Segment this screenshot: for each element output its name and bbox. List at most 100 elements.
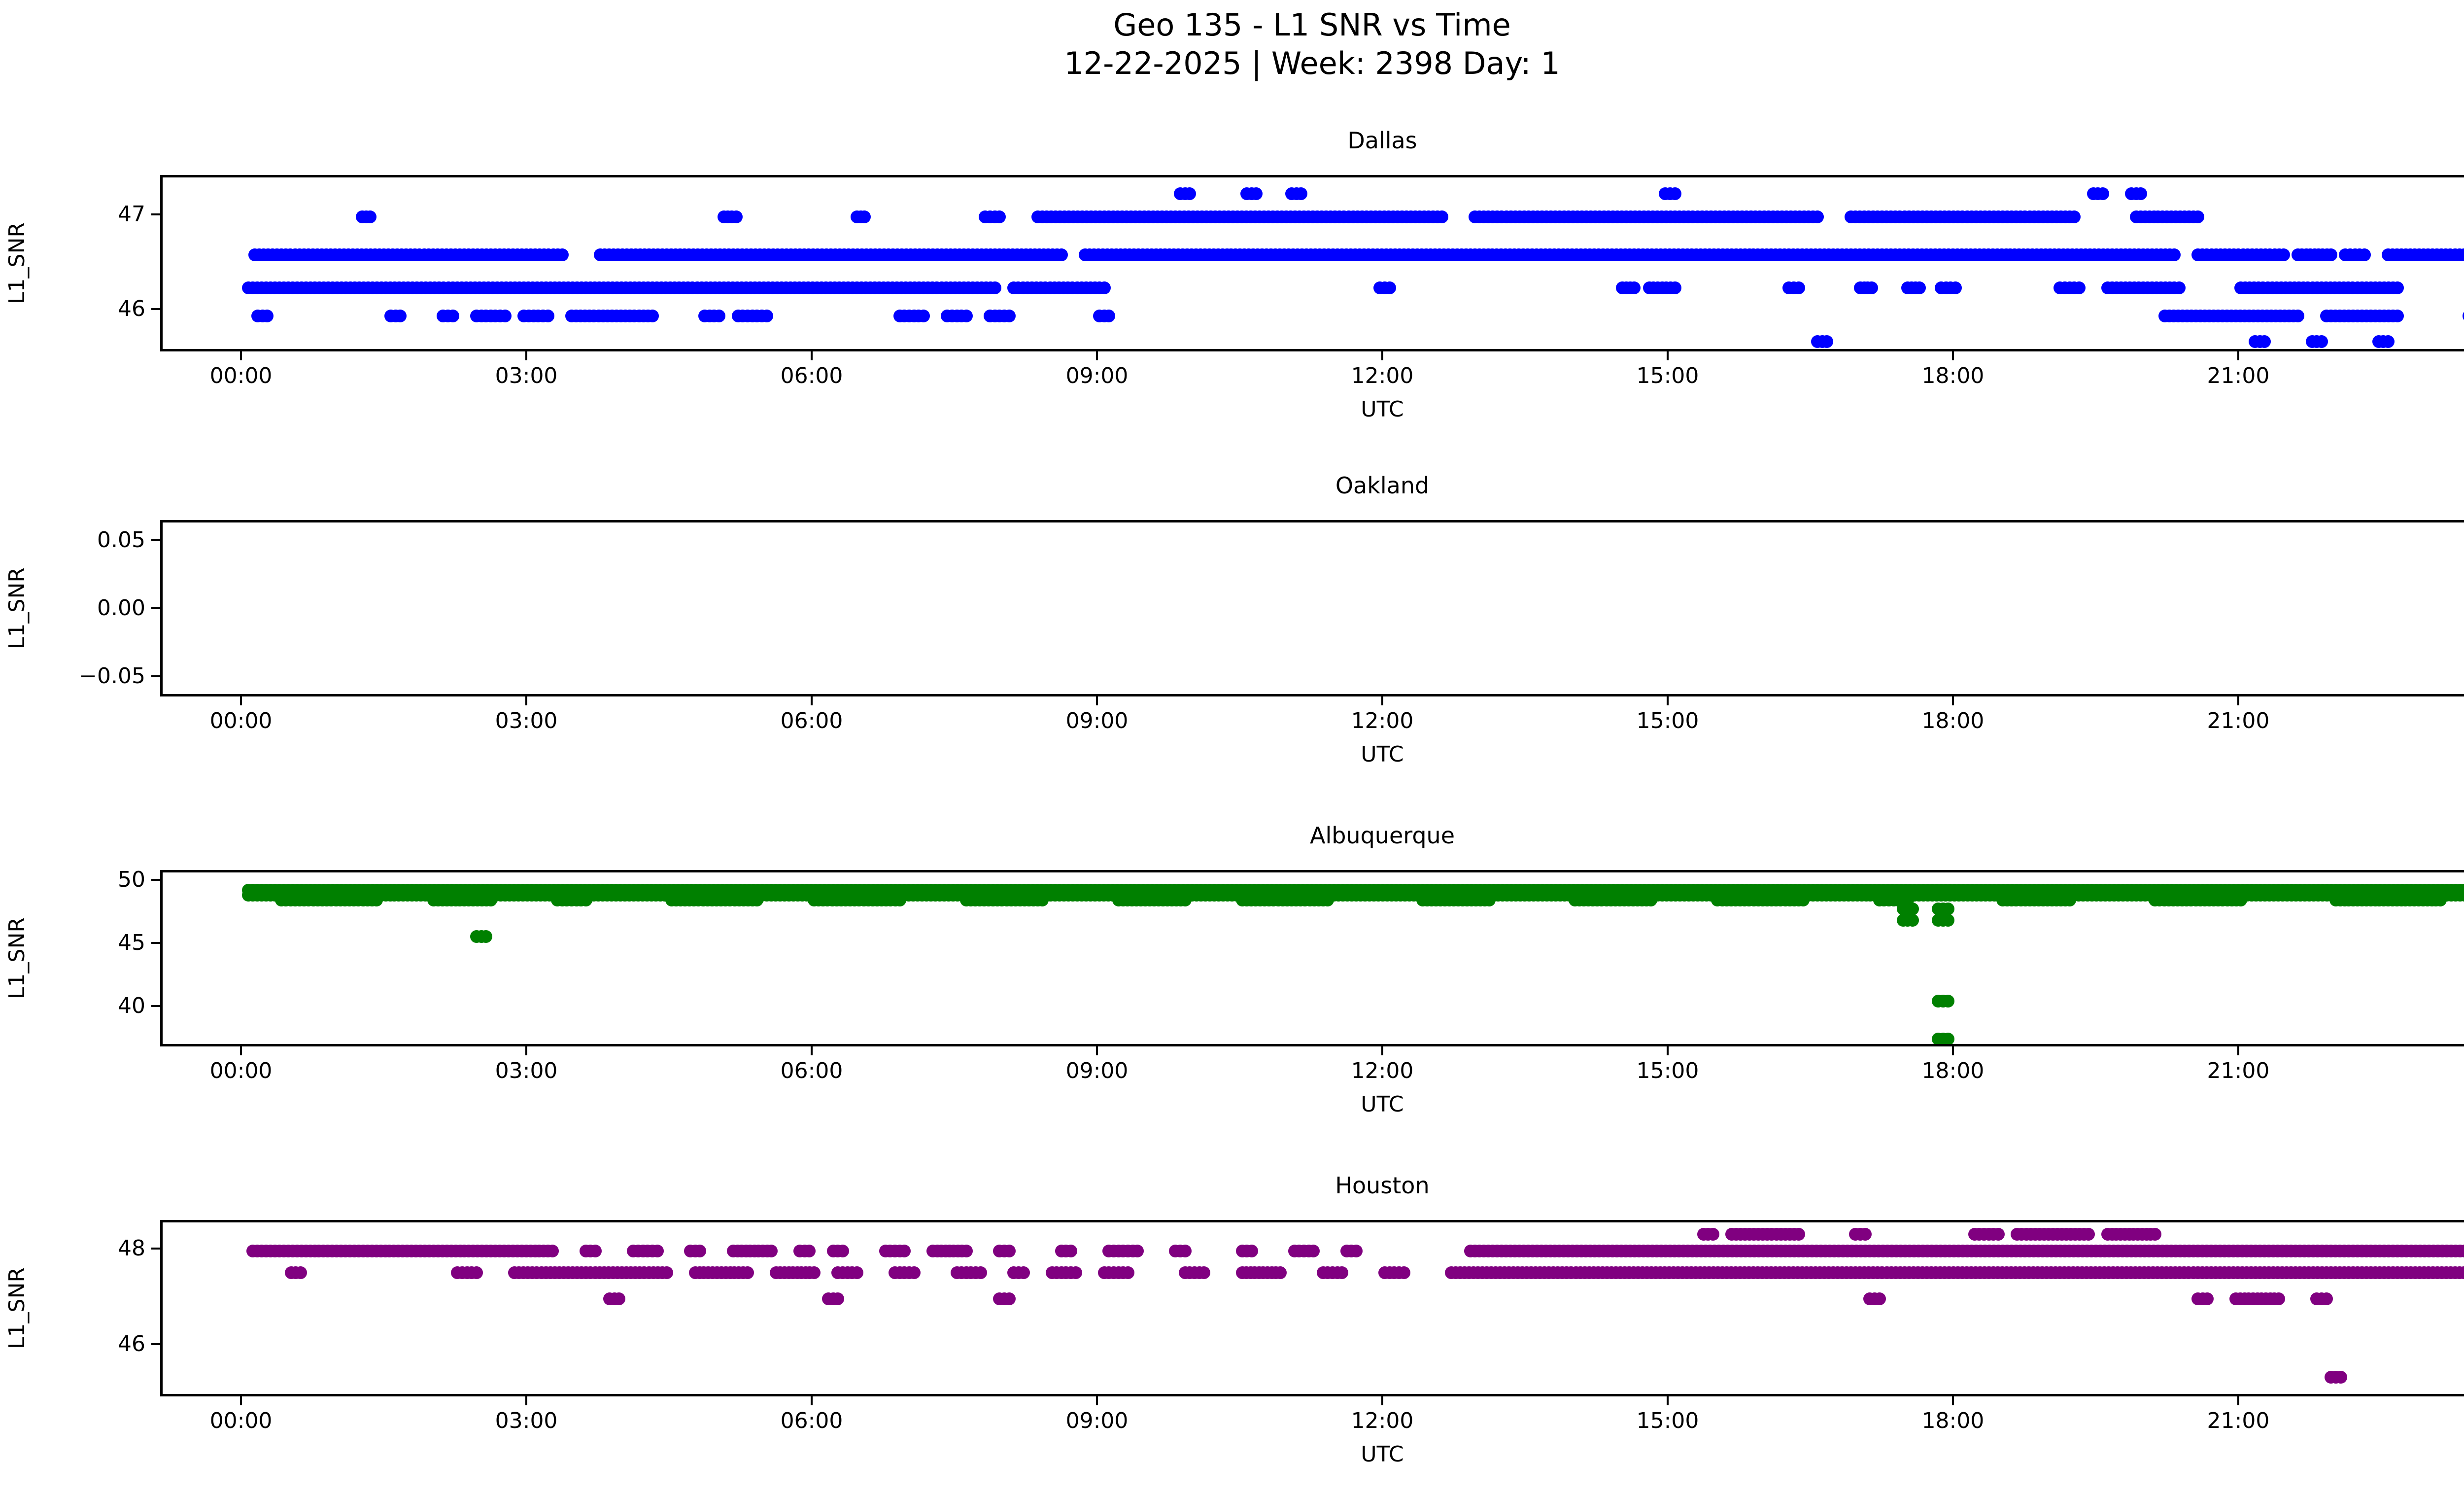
data-point bbox=[2358, 248, 2371, 261]
plot-area-houston[interactable] bbox=[160, 1220, 2464, 1396]
data-point bbox=[2134, 187, 2148, 200]
x-tick-label-houston: 00:00 bbox=[209, 1408, 273, 1433]
subplot-title-oakland: Oakland bbox=[1335, 472, 1430, 499]
data-point bbox=[1383, 281, 1396, 294]
data-point bbox=[2272, 1292, 2286, 1305]
data-point bbox=[831, 1292, 845, 1305]
x-tick-label-dallas: 00:00 bbox=[2460, 364, 2464, 388]
plot-area-dallas[interactable] bbox=[160, 175, 2464, 351]
data-point bbox=[2391, 281, 2404, 294]
x-tick-mark bbox=[811, 1046, 813, 1055]
data-point bbox=[741, 1266, 754, 1279]
x-tick-mark bbox=[1381, 696, 1383, 705]
y-tick-label-oakland: −0.05 bbox=[79, 663, 145, 689]
x-tick-mark bbox=[240, 1046, 242, 1055]
data-point bbox=[1102, 310, 1116, 323]
data-points-houston bbox=[163, 1222, 2464, 1394]
data-point bbox=[446, 310, 459, 323]
data-point bbox=[579, 894, 592, 907]
x-tick-mark bbox=[1096, 351, 1098, 360]
data-point bbox=[1131, 1245, 1144, 1258]
data-point bbox=[1002, 310, 1016, 323]
y-tick-label-dallas: 46 bbox=[118, 296, 145, 321]
x-tick-mark bbox=[2237, 1046, 2239, 1055]
x-tick-mark bbox=[2237, 696, 2239, 705]
x-tick-label-houston: 18:00 bbox=[1921, 1408, 1985, 1433]
data-point bbox=[1335, 1266, 1349, 1279]
data-point bbox=[858, 210, 871, 224]
data-point bbox=[1295, 187, 1308, 200]
data-point bbox=[2068, 210, 2081, 224]
data-point bbox=[2072, 281, 2086, 294]
x-tick-mark bbox=[525, 1396, 528, 1405]
y-tick-mark bbox=[151, 213, 160, 216]
data-point bbox=[1064, 1245, 1078, 1258]
y-tick-label-albuquerque: 40 bbox=[118, 993, 145, 1019]
data-point bbox=[1820, 335, 1834, 348]
data-point bbox=[2167, 248, 2181, 261]
data-point bbox=[2258, 335, 2271, 348]
x-axis-label-dallas: UTC bbox=[1361, 397, 1404, 422]
data-point bbox=[765, 1245, 778, 1258]
y-axis-label-oakland: L1_SNR bbox=[4, 567, 30, 649]
data-point bbox=[541, 310, 554, 323]
y-axis-label-dallas: L1_SNR bbox=[4, 222, 30, 304]
data-point bbox=[1055, 248, 1068, 261]
data-point bbox=[2082, 1228, 2095, 1241]
x-tick-label-oakland: 09:00 bbox=[1065, 708, 1129, 733]
x-tick-label-albuquerque: 03:00 bbox=[495, 1058, 558, 1083]
data-point bbox=[589, 1245, 602, 1258]
x-tick-mark bbox=[1951, 1046, 1954, 1055]
x-tick-label-albuquerque: 09:00 bbox=[1065, 1058, 1129, 1083]
y-tick-mark bbox=[151, 539, 160, 542]
x-tick-mark bbox=[811, 351, 813, 360]
data-point bbox=[1183, 187, 1197, 200]
y-tick-mark bbox=[151, 1248, 160, 1250]
data-point bbox=[479, 930, 493, 943]
data-point bbox=[2063, 894, 2076, 907]
data-point bbox=[988, 281, 1001, 294]
data-point bbox=[1245, 1245, 1258, 1258]
data-point bbox=[2096, 187, 2110, 200]
data-point bbox=[1121, 1266, 1134, 1279]
data-point bbox=[917, 310, 930, 323]
x-tick-mark bbox=[2237, 1396, 2239, 1405]
data-point bbox=[1941, 914, 1954, 927]
data-point bbox=[2334, 1371, 2347, 1384]
y-tick-label-houston: 48 bbox=[118, 1236, 145, 1261]
plot-area-oakland[interactable] bbox=[160, 520, 2464, 696]
x-tick-mark bbox=[811, 1396, 813, 1405]
data-point bbox=[1178, 1245, 1192, 1258]
data-point bbox=[2201, 1292, 2214, 1305]
data-point bbox=[893, 894, 906, 907]
data-point bbox=[1865, 281, 1879, 294]
x-tick-label-albuquerque: 12:00 bbox=[1351, 1058, 1414, 1083]
data-point bbox=[974, 1266, 987, 1279]
data-point bbox=[1941, 1032, 1954, 1044]
x-tick-mark bbox=[1666, 351, 1669, 360]
data-point bbox=[1949, 281, 1962, 294]
x-tick-mark bbox=[1666, 1396, 1669, 1405]
x-tick-label-dallas: 21:00 bbox=[2207, 363, 2270, 388]
data-point bbox=[1706, 1228, 1719, 1241]
data-point bbox=[1321, 894, 1335, 907]
data-point bbox=[2291, 310, 2304, 323]
data-point bbox=[751, 894, 764, 907]
data-point bbox=[1873, 1292, 1886, 1305]
plot-area-albuquerque[interactable] bbox=[160, 870, 2464, 1046]
data-points-albuquerque bbox=[163, 872, 2464, 1044]
y-tick-mark bbox=[151, 675, 160, 677]
data-point bbox=[363, 210, 376, 224]
x-tick-mark bbox=[1096, 696, 1098, 705]
x-axis-label-albuquerque: UTC bbox=[1361, 1092, 1404, 1117]
data-point bbox=[484, 894, 497, 907]
data-point bbox=[2234, 894, 2247, 907]
x-tick-mark bbox=[1951, 696, 1954, 705]
data-point bbox=[2382, 335, 2395, 348]
y-tick-label-houston: 46 bbox=[118, 1331, 145, 1356]
x-tick-mark bbox=[1096, 1396, 1098, 1405]
data-point bbox=[1991, 1228, 2005, 1241]
data-point bbox=[1797, 894, 1810, 907]
x-tick-label-albuquerque: 06:00 bbox=[780, 1058, 843, 1083]
subplot-title-dallas: Dallas bbox=[1347, 127, 1417, 154]
